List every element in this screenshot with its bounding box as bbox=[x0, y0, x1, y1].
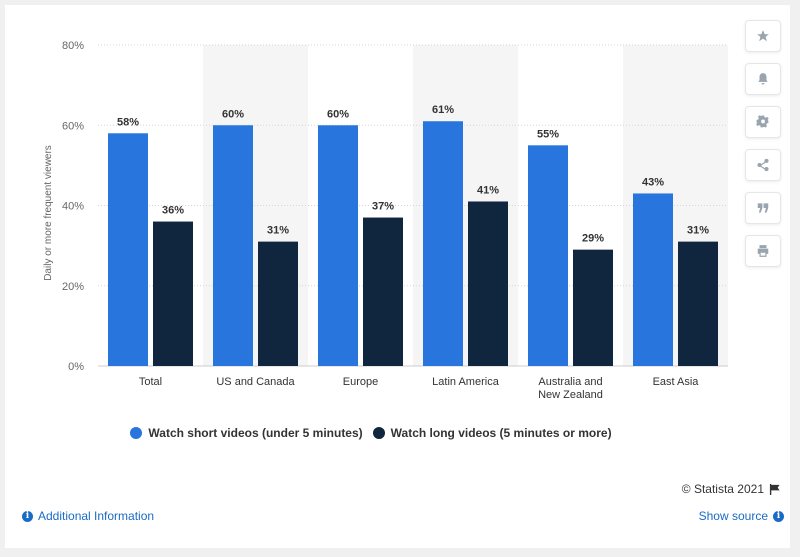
x-tick-label: Australia and New Zealand bbox=[538, 376, 603, 401]
copyright-text: © Statista 2021 bbox=[681, 482, 764, 496]
bar bbox=[363, 217, 403, 366]
favorite-button[interactable] bbox=[745, 20, 781, 52]
show-source-link[interactable]: Show source i bbox=[699, 509, 784, 523]
y-tick-label: 20% bbox=[62, 281, 84, 293]
info-icon: i bbox=[22, 510, 33, 522]
settings-button[interactable] bbox=[745, 106, 781, 138]
data-label: 55% bbox=[537, 128, 559, 140]
bar-chart: 0%20%40%60%80% 58%36%60%31%60%37%61%41%5… bbox=[43, 40, 728, 401]
data-label: 61% bbox=[432, 104, 454, 116]
gear-icon bbox=[756, 115, 769, 128]
data-label: 29% bbox=[582, 233, 604, 245]
legend: Watch short videos (under 5 minutes) Wat… bbox=[0, 426, 742, 440]
bar bbox=[633, 193, 673, 366]
copyright: © Statista 2021 bbox=[682, 482, 780, 496]
legend-label-long: Watch long videos (5 minutes or more) bbox=[390, 426, 612, 440]
bar bbox=[153, 221, 193, 366]
data-label: 31% bbox=[267, 225, 289, 237]
notification-button[interactable] bbox=[745, 63, 781, 95]
bar bbox=[528, 145, 568, 366]
x-tick-label: US and Canada bbox=[216, 376, 295, 388]
y-tick-label: 40% bbox=[62, 201, 84, 213]
print-button[interactable] bbox=[745, 235, 781, 267]
bar bbox=[678, 241, 718, 366]
x-tick-label: Latin America bbox=[432, 376, 500, 388]
data-label: 43% bbox=[642, 176, 664, 188]
share-icon bbox=[757, 158, 769, 172]
bar bbox=[573, 249, 613, 366]
data-label: 60% bbox=[222, 108, 244, 120]
x-tick-label: Total bbox=[139, 376, 162, 388]
additional-information-link[interactable]: i Additional Information bbox=[22, 509, 154, 523]
additional-information-label: Additional Information bbox=[38, 509, 155, 523]
cite-button[interactable] bbox=[745, 192, 781, 224]
bell-icon bbox=[758, 73, 768, 85]
bar bbox=[213, 125, 253, 366]
legend-label-short: Watch short videos (under 5 minutes) bbox=[148, 426, 363, 440]
bars: 58% 36% 60% 31% 60% 37% 61% 41% 55% 29% 43% 31% bbox=[108, 104, 718, 366]
side-toolbar bbox=[745, 20, 781, 278]
star-icon bbox=[757, 30, 769, 42]
bar bbox=[318, 125, 358, 366]
legend-dot-short bbox=[130, 427, 143, 439]
print-icon bbox=[757, 245, 769, 257]
bar bbox=[423, 121, 463, 366]
gridlines bbox=[98, 44, 728, 367]
quote-icon bbox=[757, 203, 769, 213]
bar bbox=[258, 241, 298, 366]
y-tick-label: 0% bbox=[68, 361, 84, 373]
legend-item-short[interactable]: Watch short videos (under 5 minutes) bbox=[130, 426, 363, 440]
bar bbox=[468, 201, 508, 366]
share-button[interactable] bbox=[745, 149, 781, 181]
show-source-label: Show source bbox=[698, 509, 768, 523]
legend-dot-long bbox=[372, 427, 385, 439]
flag-icon bbox=[769, 483, 780, 495]
y-axis-ticks: 0% 20% 40% 60% 80% bbox=[62, 40, 84, 373]
y-tick-label: 60% bbox=[62, 120, 84, 132]
y-axis-label: Daily or more frequent viewers bbox=[43, 145, 54, 281]
data-label: 31% bbox=[687, 225, 709, 237]
data-label: 41% bbox=[477, 184, 499, 196]
x-tick-label: Europe bbox=[343, 376, 378, 388]
info-icon: i bbox=[773, 510, 784, 522]
bar bbox=[108, 133, 148, 366]
x-axis-ticks: Total US and Canada Europe Latin America Aus… bbox=[139, 376, 699, 401]
x-tick-label: East Asia bbox=[653, 376, 700, 388]
y-tick-label: 80% bbox=[62, 40, 84, 52]
data-label: 60% bbox=[327, 108, 349, 120]
data-label: 37% bbox=[372, 201, 394, 213]
data-label: 58% bbox=[117, 116, 139, 128]
data-label: 36% bbox=[162, 205, 184, 217]
legend-item-long[interactable]: Watch long videos (5 minutes or more) bbox=[372, 426, 612, 440]
